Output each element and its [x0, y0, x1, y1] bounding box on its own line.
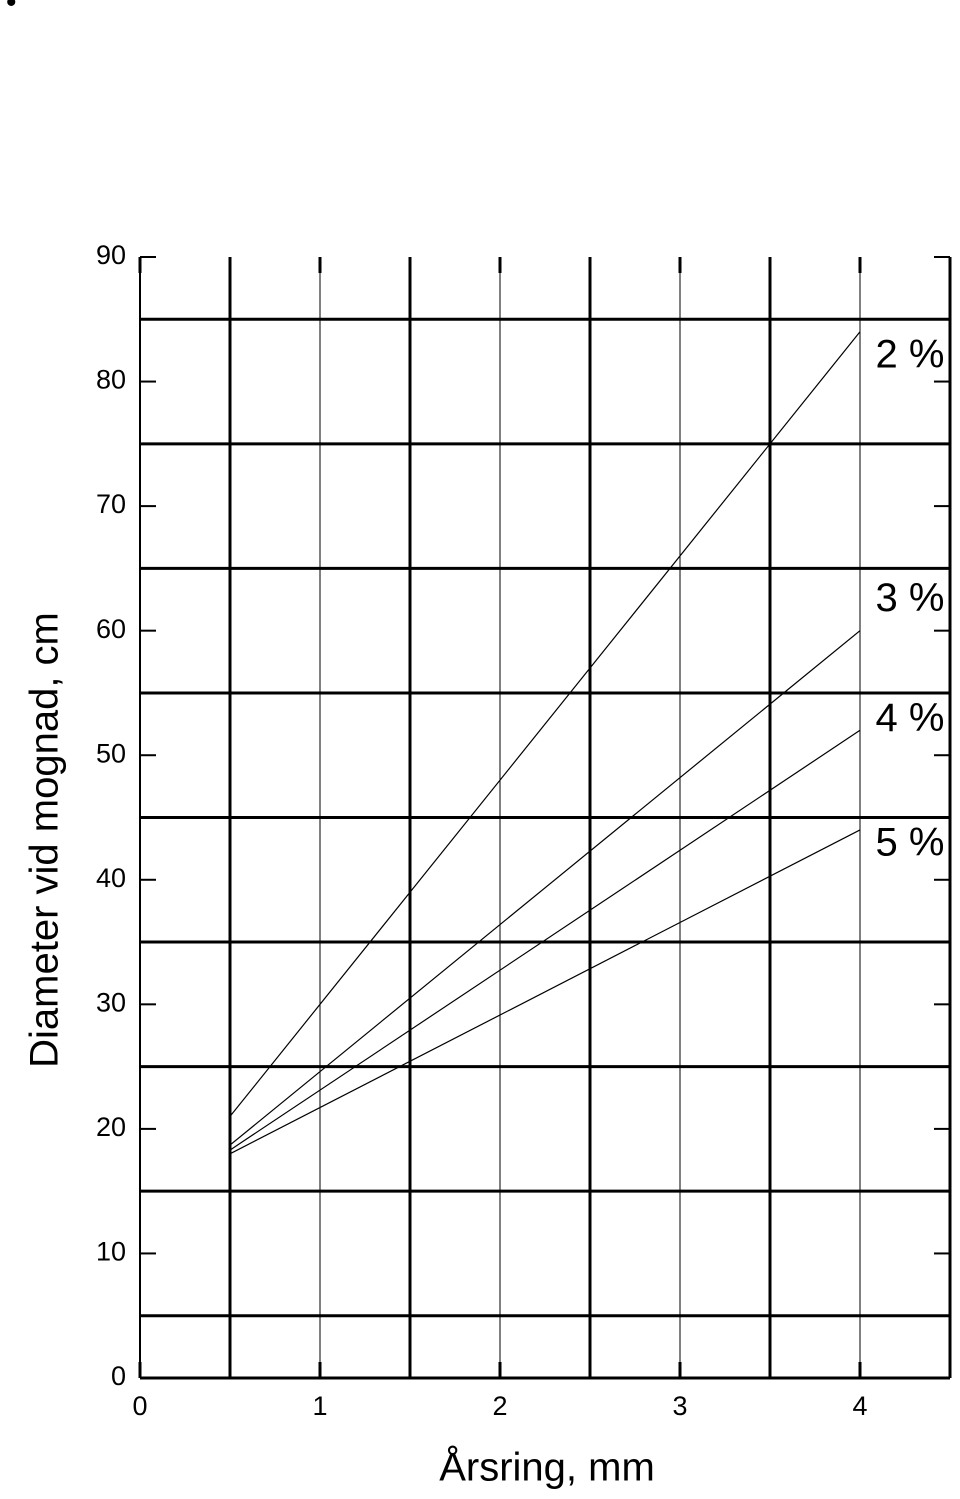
y-tick-label: 60: [96, 614, 126, 644]
x-tick-label: 0: [132, 1391, 147, 1421]
line: [229, 630, 861, 1146]
x-tick-label: 3: [672, 1391, 687, 1421]
y-tick-label: 0: [111, 1361, 126, 1391]
y-tick-label: 20: [96, 1112, 126, 1142]
x-tick-label: 4: [852, 1391, 867, 1421]
y-tick-label: 10: [96, 1237, 126, 1267]
x-tick-label: 1: [312, 1391, 327, 1421]
y-tick-label: 50: [96, 738, 126, 768]
y-tick-label: 40: [96, 863, 126, 893]
y-tick-label: 70: [96, 489, 126, 519]
line: [229, 729, 861, 1151]
y-axis-label: Diameter vid mognad, cm: [23, 612, 67, 1068]
line: [229, 331, 861, 1117]
y-tick-label: 90: [96, 240, 126, 270]
line: [229, 829, 861, 1155]
y-tick-label: 80: [96, 365, 126, 395]
x-tick-label: 2: [492, 1391, 507, 1421]
bullet: •: [6, 0, 17, 19]
legend-label: 4 %: [876, 696, 945, 740]
x-axis-label: Årsring, mm: [439, 1445, 655, 1490]
legend-label: 2 %: [876, 332, 945, 376]
y-tick-label: 30: [96, 987, 126, 1017]
legend-label: 3 %: [876, 576, 945, 620]
legend-label: 5 %: [876, 821, 945, 865]
